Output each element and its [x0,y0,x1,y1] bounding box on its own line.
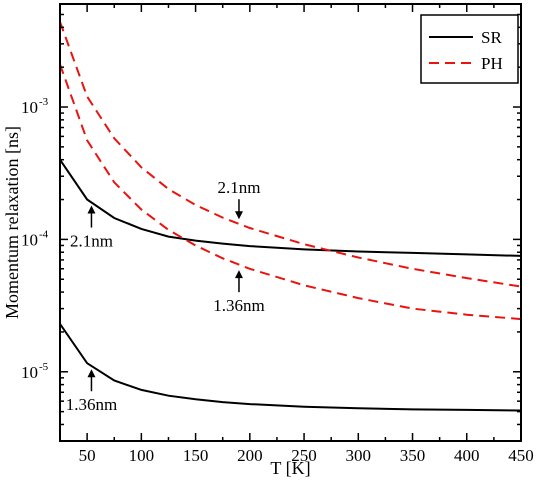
y-tick-exponent: -5 [39,361,49,373]
x-tick-label: 250 [291,446,317,465]
x-tick-label: 400 [454,446,480,465]
x-tick-label: 450 [508,446,534,465]
series-line-ph-4 [60,64,521,321]
annotation-arrowhead [87,369,96,378]
legend-label: SR [481,28,502,47]
y-tick-label: 10 [21,363,38,382]
annotation-layer: 2.1nm 1.36nm 2.1nm 1.36nm [66,178,265,414]
annotation-arrowhead [234,270,243,279]
y-tick-exponent: -4 [39,228,49,240]
annotation-label: 1.36nm [66,395,117,414]
y-tick-label: 10 [21,98,38,117]
legend: SR PH [420,14,519,84]
annotation-2-1nm: 2.1nm [70,205,113,251]
y-tick-exponent: -3 [39,96,49,108]
legend-box [420,14,519,84]
legend-label: PH [481,54,503,73]
plot-frame [59,3,522,442]
x-tick-label: 150 [183,446,209,465]
x-tick-label: 350 [400,446,426,465]
series-line-sr-1 [60,159,521,257]
x-tick-label: 200 [237,446,263,465]
series-layer [60,21,521,412]
legend-entry-ph: PH [429,54,503,73]
y-axis-title: Momentum relaxation [ns] [2,126,22,319]
annotation-arrowhead [87,205,96,214]
series-line-ph-3 [60,21,521,288]
x-tick-label: 300 [346,446,372,465]
y-tick-label: 10 [21,230,38,249]
x-axis-title: T [K] [270,458,310,478]
annotation-label: 2.1nm [217,178,260,197]
annotation-label: 1.36nm [213,296,264,315]
annotation-1-36nm: 1.36nm [66,369,117,414]
x-tick-label: 100 [129,446,155,465]
series-line-sr-2 [60,323,521,412]
annotation-arrowhead [234,211,243,220]
legend-entry-sr: SR [429,28,502,47]
x-tick-label: 50 [79,446,96,465]
annotation-1-36nm: 1.36nm [213,270,265,315]
annotation-label: 2.1nm [70,232,113,251]
annotation-2-1nm: 2.1nm [217,178,260,220]
